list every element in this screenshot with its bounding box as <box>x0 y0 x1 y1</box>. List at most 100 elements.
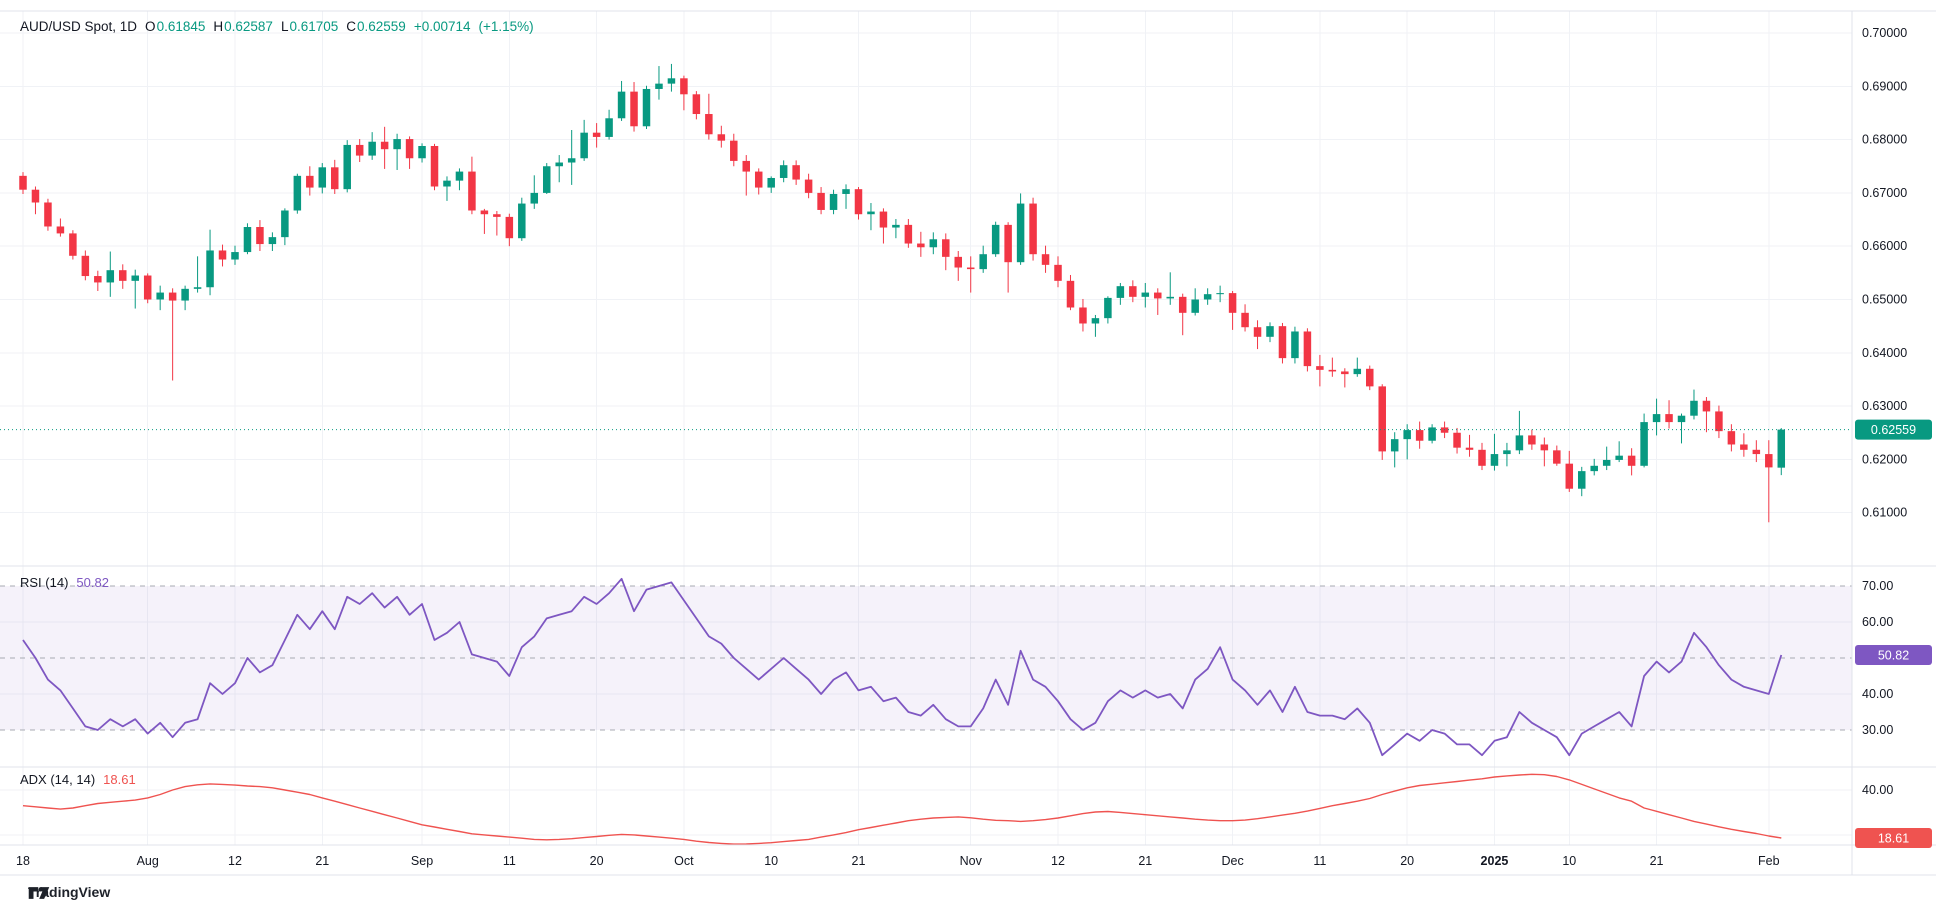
candle <box>430 143 439 191</box>
candle <box>368 132 376 160</box>
candle <box>730 133 738 167</box>
ohlc-low: L 0.61705 <box>280 19 339 34</box>
time-tick: 11 <box>503 854 516 868</box>
candle <box>1303 328 1312 372</box>
candle <box>792 160 800 185</box>
time-tick: 21 <box>1138 854 1152 868</box>
candle <box>1104 296 1112 324</box>
pane-separators <box>0 10 1936 876</box>
price-tick: 0.61000 <box>1862 506 1907 520</box>
candle <box>1553 445 1561 466</box>
candle <box>1453 427 1461 454</box>
tradingview-watermark[interactable]: TradingView <box>28 884 110 900</box>
time-tick: 21 <box>852 854 866 868</box>
price-scale[interactable]: 0.70000 0.69000 0.68000 0.67000 0.66000 0.650… <box>1852 11 1936 875</box>
candle <box>1353 357 1362 377</box>
candle <box>1677 413 1686 444</box>
candle <box>1727 424 1736 452</box>
candle <box>867 203 875 231</box>
adx-legend[interactable]: ADX (14, 14) 18.61 <box>20 772 136 787</box>
candle <box>954 250 962 281</box>
candle <box>917 231 925 257</box>
price-tick: 0.63000 <box>1862 399 1907 413</box>
adx-tick: 40.00 <box>1862 783 1893 797</box>
candle <box>1178 293 1187 336</box>
rsi-tick: 30.00 <box>1862 723 1893 737</box>
candle <box>630 82 638 132</box>
candle <box>1154 288 1162 315</box>
candle <box>343 140 351 193</box>
price-tick: 0.70000 <box>1862 26 1907 40</box>
candle <box>44 198 52 231</box>
candle <box>1316 354 1324 387</box>
ohlc-high: H 0.62587 <box>213 19 273 34</box>
candle <box>156 285 164 311</box>
candle <box>829 189 838 215</box>
candle <box>1228 290 1237 330</box>
candle <box>31 186 40 215</box>
last-price-badge: 0.62559 <box>1855 419 1932 440</box>
symbol-legend[interactable]: AUD/USD Spot, 1D O 0.61845 H 0.62587 L 0… <box>20 19 534 34</box>
candle <box>1116 282 1125 305</box>
candle <box>655 66 663 100</box>
candle <box>530 175 539 209</box>
candle <box>393 133 401 170</box>
adx-line <box>22 773 1782 845</box>
candle <box>1328 357 1337 377</box>
candle <box>193 256 202 293</box>
candle <box>1428 424 1436 444</box>
candle <box>1752 440 1761 463</box>
candle <box>306 166 314 196</box>
candle <box>1091 314 1100 337</box>
price-tick: 0.66000 <box>1862 239 1907 253</box>
candle <box>1054 256 1062 288</box>
candle <box>69 230 77 260</box>
time-tick: 12 <box>228 854 242 868</box>
candle <box>892 219 900 239</box>
candle <box>19 172 27 194</box>
time-tick: 21 <box>1650 854 1664 868</box>
candle <box>1016 193 1025 265</box>
candle <box>1041 245 1050 273</box>
candle <box>268 232 277 251</box>
candle <box>1515 410 1524 455</box>
candle <box>518 197 526 241</box>
candle <box>1216 285 1224 303</box>
candle <box>580 119 588 161</box>
candle <box>1191 288 1199 316</box>
candle <box>418 143 426 163</box>
rsi-band <box>0 585 1852 731</box>
time-tick: Dec <box>1221 854 1243 868</box>
candle <box>1602 446 1611 471</box>
candle <box>1528 429 1536 450</box>
candle <box>131 269 139 309</box>
candle <box>505 213 514 247</box>
candle <box>991 221 1000 257</box>
time-tick: 11 <box>1313 854 1326 868</box>
candle <box>617 80 626 121</box>
time-scale[interactable]: 18 Aug 12 21 Sep 11 20 Oct 10 21 Nov 12 21 Dec 11 20 202… <box>0 845 1936 875</box>
candle <box>1565 450 1574 492</box>
rsi-value-badge: 50.82 <box>1855 645 1932 666</box>
candle <box>1578 466 1586 497</box>
candle <box>94 270 102 291</box>
candle <box>1141 282 1150 308</box>
candle <box>206 229 214 296</box>
candle <box>468 156 476 215</box>
svg-text:50.82: 50.82 <box>1878 649 1909 663</box>
price-tick: 0.68000 <box>1862 133 1907 147</box>
candle <box>1266 322 1274 343</box>
candle <box>380 126 389 169</box>
candle <box>966 256 975 293</box>
candle <box>1690 389 1698 420</box>
price-tick: 0.69000 <box>1862 79 1907 93</box>
price-tick: 0.65000 <box>1862 293 1907 307</box>
candle <box>567 130 576 185</box>
candle <box>493 211 501 236</box>
time-tick: Sep <box>411 854 433 868</box>
rsi-legend[interactable]: RSI (14) 50.82 <box>20 575 109 590</box>
adx-value: 18.61 <box>103 772 136 787</box>
price-tick: 0.62000 <box>1862 452 1907 466</box>
